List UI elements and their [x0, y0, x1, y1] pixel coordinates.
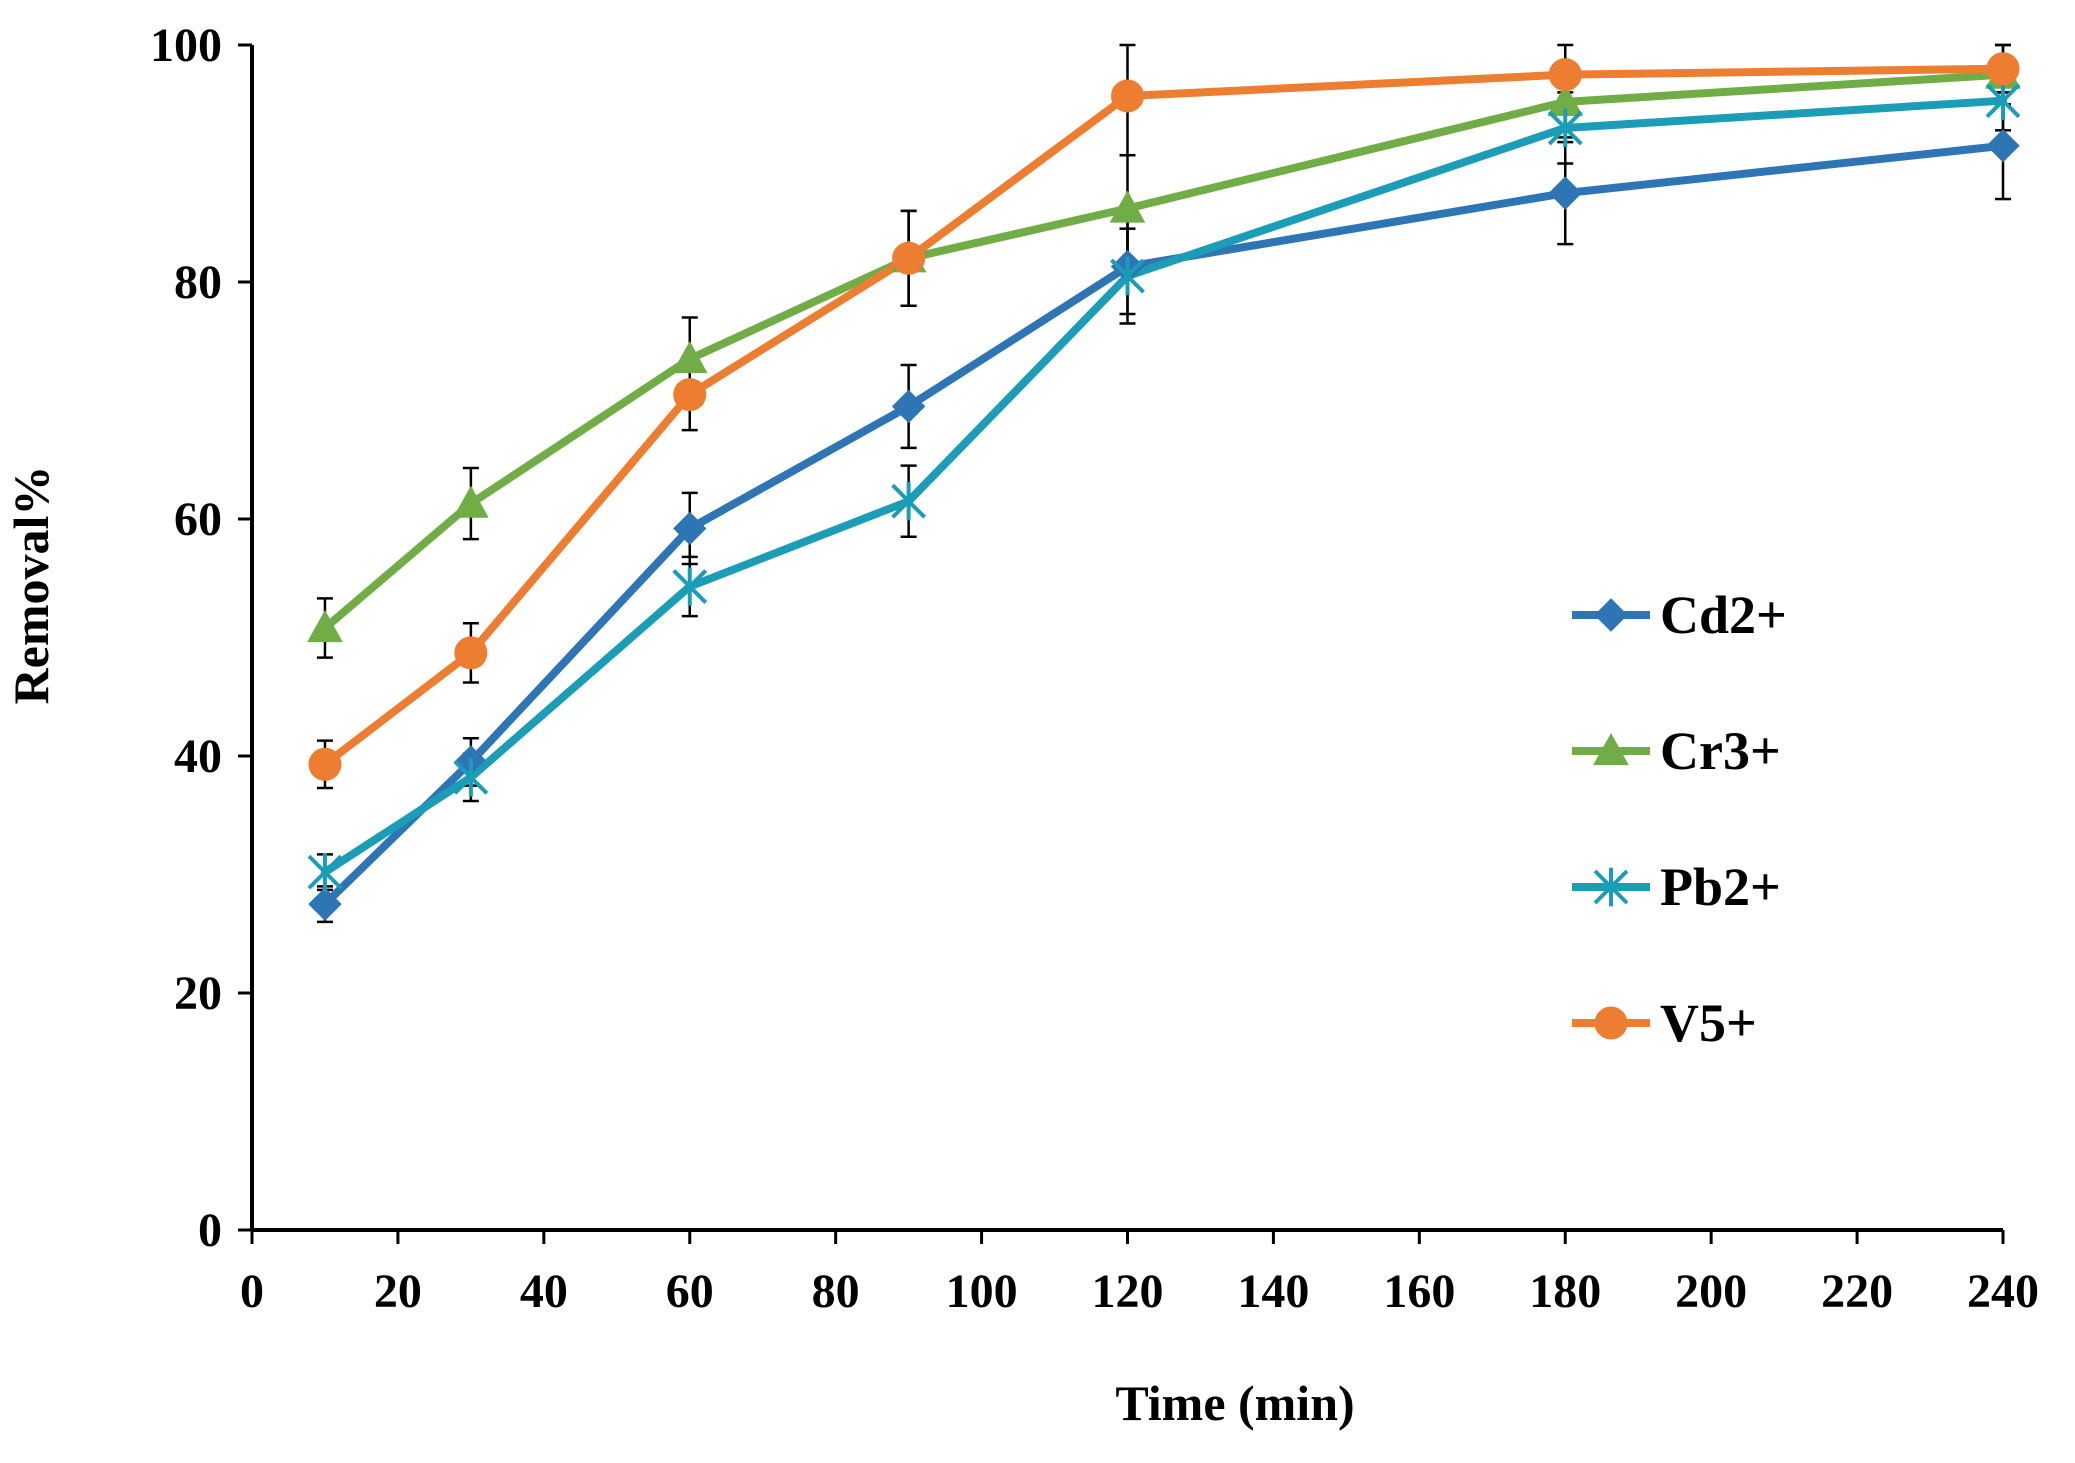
- data-point-cd2: [673, 511, 707, 546]
- data-point-cd2: [891, 389, 926, 424]
- legend-label-v5: V5+: [1660, 993, 1757, 1053]
- x-tick-label: 240: [1967, 1265, 2039, 1318]
- data-point-v5: [308, 747, 342, 781]
- data-point-cr3: [307, 609, 343, 643]
- x-tick-label: 180: [1529, 1265, 1601, 1318]
- data-point-pb2: [307, 852, 343, 892]
- axes-layer: 0 20 40 60 80 100 120 140 160 180 200 220 240 0 20 40 60…: [150, 19, 2039, 1318]
- data-point-cr3: [671, 340, 708, 374]
- y-tick-label: 0: [198, 1204, 222, 1257]
- x-tick-label: 0: [240, 1265, 264, 1318]
- data-point-v5: [454, 636, 488, 670]
- data-point-pb2: [891, 482, 927, 521]
- data-point-pb2: [1985, 81, 2021, 120]
- data-point-cd2: [1548, 176, 1582, 210]
- x-tick-label: 40: [520, 1265, 568, 1318]
- data-point-pb2: [672, 567, 708, 606]
- legend-marker-cd2: [1594, 598, 1628, 632]
- y-axis-title: Removal%: [3, 466, 59, 705]
- legend-marker-cr3: [1593, 732, 1629, 766]
- x-tick-label: 120: [1092, 1265, 1164, 1318]
- y-tick-label: 100: [150, 19, 222, 72]
- legend-marker-v5: [1594, 1006, 1628, 1040]
- x-tick-label: 200: [1675, 1265, 1747, 1318]
- data-point-pb2: [1110, 256, 1145, 296]
- legend-label-cd2: Cd2+: [1660, 585, 1787, 645]
- legend-marker-pb2: [1593, 867, 1629, 907]
- data-point-cr3: [453, 485, 489, 518]
- data-point-pb2: [453, 758, 489, 797]
- y-tick-label: 80: [174, 256, 222, 309]
- x-tick-label: 160: [1383, 1265, 1455, 1318]
- x-tick-label: 100: [946, 1265, 1018, 1318]
- y-tick-label: 20: [174, 967, 222, 1020]
- y-tick-label: 60: [174, 493, 222, 546]
- x-tick-label: 80: [812, 1265, 860, 1318]
- error-bars-layer: [316, 43, 2011, 924]
- x-tick-label: 60: [666, 1265, 714, 1318]
- data-point-v5: [1548, 58, 1582, 92]
- data-point-cd2: [308, 887, 342, 921]
- data-point-cr3: [1109, 190, 1146, 223]
- x-tick-label: 140: [1237, 1265, 1309, 1318]
- data-point-cd2: [1986, 129, 2020, 163]
- legend-label-pb2: Pb2+: [1660, 857, 1781, 917]
- data-point-pb2: [1547, 108, 1583, 148]
- x-axis-title: Time (min): [1115, 1375, 1354, 1431]
- data-point-v5: [1986, 52, 2020, 86]
- legend-label-cr3: Cr3+: [1660, 721, 1781, 781]
- y-tick-label: 40: [174, 730, 222, 783]
- data-point-v5: [1111, 79, 1144, 113]
- legend: Cd2+ Cr3+ Pb2+ V5+: [1572, 585, 1787, 1053]
- series-line-cr3: [320, 70, 2007, 633]
- x-tick-label: 220: [1821, 1265, 1893, 1318]
- series-markers-layer: [307, 52, 2021, 921]
- x-tick-label: 20: [374, 1265, 422, 1318]
- data-point-v5: [673, 378, 707, 412]
- data-point-v5: [892, 241, 926, 275]
